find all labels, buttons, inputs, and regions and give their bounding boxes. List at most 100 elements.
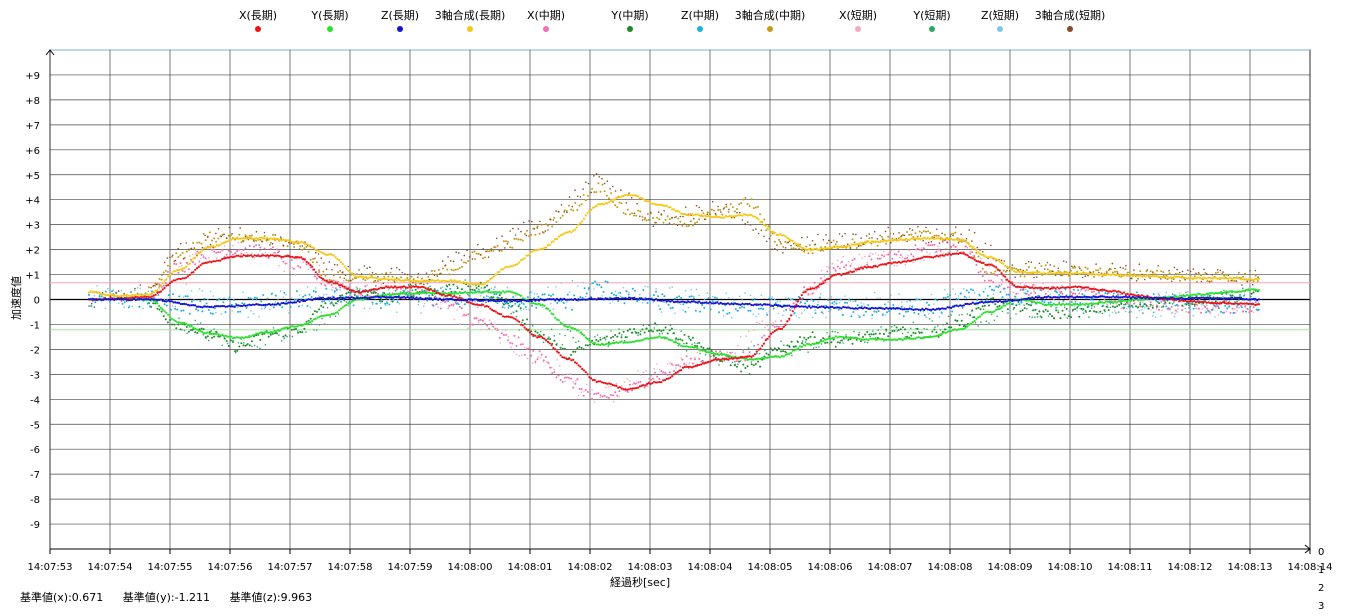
data-point <box>427 276 429 278</box>
data-point <box>583 390 585 392</box>
data-point <box>663 371 665 373</box>
data-point <box>203 256 205 258</box>
data-point <box>121 300 123 302</box>
data-point <box>915 249 917 251</box>
data-point <box>758 313 760 315</box>
data-point <box>253 246 255 248</box>
data-point <box>521 302 523 304</box>
data-point <box>159 309 161 311</box>
data-point <box>245 345 247 347</box>
data-point <box>1059 317 1061 319</box>
data-point <box>807 252 809 254</box>
data-point <box>581 392 583 394</box>
data-point <box>815 244 817 246</box>
data-point <box>606 195 608 197</box>
data-point <box>761 230 763 232</box>
data-point <box>787 298 789 300</box>
data-point <box>618 202 620 204</box>
data-point <box>710 356 712 358</box>
data-point <box>482 248 484 250</box>
data-point <box>1167 307 1169 309</box>
data-point <box>822 282 824 284</box>
data-point <box>673 223 675 225</box>
data-point <box>191 301 193 303</box>
data-point <box>547 229 549 231</box>
data-point <box>189 274 191 276</box>
data-point <box>748 330 750 332</box>
data-point <box>474 317 476 319</box>
data-point <box>836 303 838 305</box>
data-point <box>594 379 596 381</box>
data-point <box>315 287 317 289</box>
data-point <box>1107 293 1109 295</box>
data-point <box>545 223 547 225</box>
data-point <box>763 219 765 221</box>
data-point <box>1034 292 1036 294</box>
data-point <box>677 218 679 220</box>
data-point <box>894 265 896 267</box>
data-point <box>187 295 189 297</box>
data-point <box>524 347 526 349</box>
data-point <box>1062 310 1064 312</box>
data-point <box>575 342 577 344</box>
data-point <box>169 257 171 259</box>
data-point <box>397 299 399 301</box>
data-point <box>304 294 306 296</box>
data-point <box>932 312 934 314</box>
data-point <box>698 342 700 344</box>
data-point <box>561 282 563 284</box>
data-point <box>1063 260 1065 262</box>
data-point <box>364 285 366 287</box>
data-point <box>854 258 856 260</box>
data-point <box>510 313 512 315</box>
data-point <box>261 241 263 243</box>
data-point <box>197 323 199 325</box>
data-point <box>495 246 497 248</box>
data-point <box>931 241 933 243</box>
data-point <box>534 330 536 332</box>
data-point <box>812 293 814 295</box>
data-point <box>839 268 841 270</box>
data-point <box>1196 304 1198 306</box>
data-point <box>866 331 868 333</box>
data-point <box>1150 304 1152 306</box>
data-point <box>291 329 293 331</box>
data-point <box>274 332 276 334</box>
data-point <box>1136 317 1138 319</box>
data-point <box>299 248 301 250</box>
y-tick-label: +2 <box>25 246 40 257</box>
data-point <box>476 287 478 289</box>
data-point <box>562 374 564 376</box>
data-point <box>265 344 267 346</box>
data-point <box>972 289 974 291</box>
data-point <box>1002 296 1004 298</box>
data-point <box>1058 303 1060 305</box>
data-point <box>759 366 761 368</box>
data-point <box>539 221 541 223</box>
data-point <box>453 261 455 263</box>
data-point <box>358 294 360 296</box>
data-point <box>669 371 671 373</box>
data-point <box>336 289 338 291</box>
data-point <box>718 311 720 313</box>
data-point <box>388 303 390 305</box>
data-point <box>977 325 979 327</box>
data-point <box>118 303 120 305</box>
data-point <box>459 306 461 308</box>
data-point <box>600 394 602 396</box>
data-point <box>1241 306 1243 308</box>
data-point <box>591 389 593 391</box>
data-point <box>442 286 444 288</box>
data-point <box>428 295 430 297</box>
data-point <box>1129 308 1131 310</box>
data-point <box>950 330 952 332</box>
data-point <box>570 330 572 332</box>
data-point <box>671 286 673 288</box>
data-point <box>755 228 757 230</box>
data-point <box>1070 270 1072 272</box>
data-point <box>763 343 765 345</box>
data-point <box>815 312 817 314</box>
data-point <box>1218 314 1220 316</box>
data-point <box>858 334 860 336</box>
data-point <box>1095 293 1097 295</box>
